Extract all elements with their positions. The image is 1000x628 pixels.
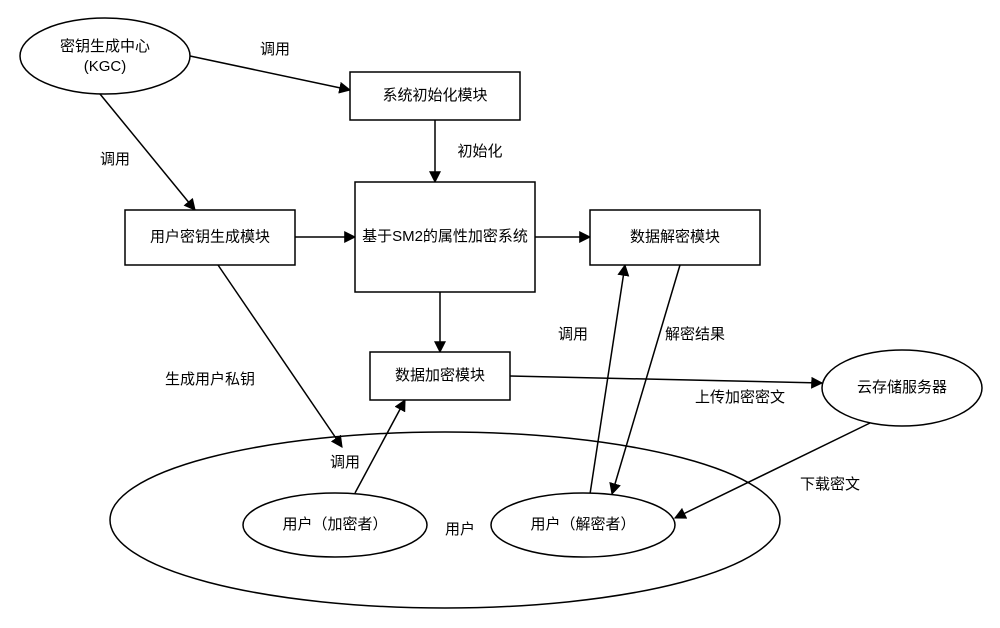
edge xyxy=(218,265,342,447)
abe-label: 基于SM2的属性加密系统 xyxy=(362,228,528,245)
edge-label: 解密结果 xyxy=(665,326,725,343)
keymod-label: 用户密钥生成模块 xyxy=(150,228,270,245)
edge xyxy=(510,376,822,383)
edge-label: 生成用户私钥 xyxy=(165,371,255,388)
edge-label: 初始化 xyxy=(457,143,502,160)
edge-label: 下载密文 xyxy=(800,476,860,493)
encryptor-label: 用户（加密者） xyxy=(282,516,387,533)
kgc xyxy=(20,18,190,94)
edge-label: 调用 xyxy=(558,326,588,343)
flowchart: 密钥生成中心(KGC)系统初始化模块用户密钥生成模块基于SM2的属性加密系统数据… xyxy=(0,0,1000,628)
kgc-label-1: 密钥生成中心 xyxy=(60,38,150,55)
decryptor-label: 用户（解密者） xyxy=(530,516,635,533)
kgc-label-2: (KGC) xyxy=(84,58,127,75)
edge xyxy=(190,56,350,90)
decmod-label: 数据解密模块 xyxy=(630,228,720,245)
users-label: 用户 xyxy=(445,521,475,538)
init-label: 系统初始化模块 xyxy=(382,87,487,104)
edge-label: 调用 xyxy=(100,151,130,168)
edge-label: 上传加密密文 xyxy=(695,389,785,406)
edge-label: 调用 xyxy=(260,41,290,58)
cloud-label: 云存储服务器 xyxy=(857,379,947,396)
encmod-label: 数据加密模块 xyxy=(395,367,485,384)
edge-label: 调用 xyxy=(330,454,360,471)
